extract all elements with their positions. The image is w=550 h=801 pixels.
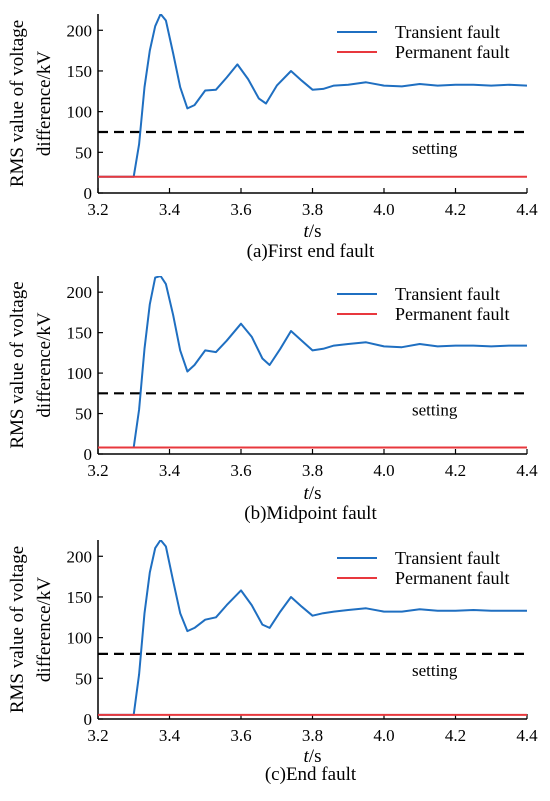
panel-1: 0 50 100 150 200 3.2 3.4 3.6 3.8 4.0 4.2 4.4 setting… [7, 14, 538, 262]
legend-label: Transient fault [395, 548, 500, 568]
y-tick-label: 100 [67, 364, 93, 383]
y-axis-label-line2: difference/kV [34, 312, 55, 417]
panel-caption: (a)First end fault [247, 241, 375, 262]
x-tick-label: 4.0 [373, 726, 394, 745]
y-tick-label: 50 [75, 669, 92, 688]
x-tick-label: 4.2 [445, 461, 466, 480]
x-tick-label: 3.4 [159, 200, 181, 219]
setting-label: setting [412, 400, 458, 419]
setting-label: setting [412, 661, 458, 680]
x-tick-label: 3.6 [230, 726, 251, 745]
x-tick-label: 3.2 [87, 200, 108, 219]
x-tick-label: 3.8 [302, 726, 323, 745]
setting-label: setting [412, 139, 458, 158]
y-axis-label-line1: RMS value of voltage [7, 20, 28, 187]
x-tick-label: 3.4 [159, 461, 181, 480]
y-tick-label: 0 [84, 184, 93, 203]
legend-label: Permanent fault [395, 304, 509, 324]
series-line-transient [98, 276, 527, 449]
x-tick-label: 4.4 [516, 726, 538, 745]
y-tick-label: 200 [67, 547, 93, 566]
y-tick-label: 150 [67, 588, 93, 607]
panel-caption: (c)End fault [265, 764, 357, 785]
y-tick-label: 100 [67, 629, 93, 648]
legend-label: Transient fault [395, 22, 500, 42]
y-tick-label: 150 [67, 62, 93, 81]
y-axis-label-line1: RMS value of voltage [7, 281, 28, 448]
y-tick-label: 50 [75, 143, 92, 162]
y-axis-label-line2: difference/kV [34, 577, 55, 682]
legend-label: Permanent fault [395, 42, 509, 62]
x-tick-label: 4.0 [373, 461, 394, 480]
x-tick-label: 4.0 [373, 200, 394, 219]
y-tick-label: 200 [67, 21, 93, 40]
y-tick-label: 0 [84, 710, 93, 729]
y-tick-label: 100 [67, 103, 93, 122]
x-tick-label: 3.8 [302, 200, 323, 219]
series-line-transient [98, 540, 527, 716]
y-tick-label: 200 [67, 283, 93, 302]
x-axis-label: t/s [304, 221, 322, 242]
x-tick-label: 4.2 [445, 726, 466, 745]
x-tick-label: 4.4 [516, 200, 538, 219]
y-axis-label-line2: difference/kV [34, 51, 55, 156]
x-tick-label: 3.4 [159, 726, 181, 745]
x-tick-label: 3.8 [302, 461, 323, 480]
y-axis-label-line1: RMS value of voltage [7, 546, 28, 713]
x-axis-label: t/s [304, 483, 322, 504]
x-tick-label: 3.6 [230, 461, 251, 480]
x-tick-label: 4.2 [445, 200, 466, 219]
panel-caption: (b)Midpoint fault [244, 503, 377, 524]
x-axis-label: t/s [304, 746, 322, 767]
y-tick-label: 0 [84, 445, 93, 464]
legend-label: Permanent fault [395, 568, 509, 588]
y-tick-label: 50 [75, 405, 92, 424]
x-tick-label: 3.2 [87, 461, 108, 480]
y-tick-label: 150 [67, 324, 93, 343]
x-tick-label: 3.6 [230, 200, 251, 219]
legend-label: Transient fault [395, 284, 500, 304]
series-line-transient [98, 14, 527, 178]
panel-3: 0 50 100 150 200 3.2 3.4 3.6 3.8 4.0 4.2 4.4 setting… [7, 540, 538, 785]
x-tick-label: 3.2 [87, 726, 108, 745]
x-tick-label: 4.4 [516, 461, 538, 480]
panel-2: 0 50 100 150 200 3.2 3.4 3.6 3.8 4.0 4.2 4.4 setting… [7, 276, 538, 524]
